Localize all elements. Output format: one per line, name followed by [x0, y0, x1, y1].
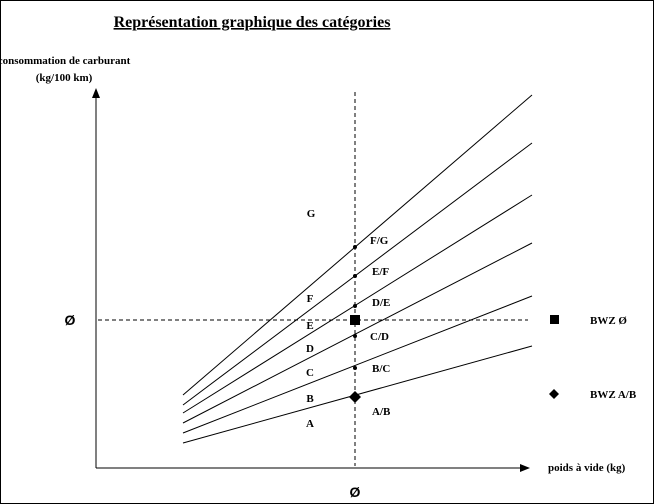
region-label-g: G — [307, 208, 316, 220]
de-boundary-point-icon — [353, 304, 357, 308]
boundary-line-bc — [182, 295, 533, 434]
x-axis-arrow-icon — [520, 464, 530, 472]
boundary-line-fg — [182, 94, 533, 396]
legend-diamond-label: BWZ A/B — [590, 389, 637, 401]
x-average-symbol: Ø — [350, 484, 361, 500]
bwz-ab-diamond-icon — [349, 391, 361, 403]
bwz-average-square-icon — [350, 315, 360, 325]
region-label-c: C — [306, 367, 314, 379]
legend-square-label: BWZ Ø — [590, 315, 627, 327]
legend-diamond-icon — [549, 389, 559, 399]
region-label-f: F — [307, 293, 314, 305]
region-label-d: D — [306, 343, 314, 355]
boundary-line-cd — [182, 242, 533, 424]
y-axis-label-line2: (kg/100 km) — [36, 72, 93, 84]
ef-boundary-point-icon — [353, 274, 357, 278]
region-label-b: B — [306, 393, 314, 405]
legend-square-icon — [550, 315, 559, 324]
y-average-symbol: Ø — [65, 312, 76, 328]
x-axis-label: poids à vide (kg) — [548, 462, 626, 474]
boundary-label-bc: B/C — [372, 363, 390, 375]
boundary-line-de — [182, 194, 533, 414]
bc-boundary-point-icon — [353, 366, 357, 370]
boundary-line-ef — [182, 142, 533, 406]
region-label-e: E — [306, 320, 313, 332]
boundary-label-ab: A/B — [372, 406, 391, 418]
boundary-label-fg: F/G — [370, 235, 389, 247]
y-axis-arrow-icon — [92, 88, 100, 98]
boundary-label-de: D/E — [372, 297, 390, 309]
cd-boundary-point-icon — [353, 334, 357, 338]
boundary-label-ef: E/F — [372, 266, 389, 278]
diagram-title: Représentation graphique des catégories — [114, 14, 391, 31]
y-axis-label-line1: consommation de carburant — [0, 55, 131, 67]
boundary-label-cd: C/D — [370, 331, 389, 343]
fg-boundary-point-icon — [353, 245, 357, 249]
region-label-a: A — [306, 418, 314, 430]
